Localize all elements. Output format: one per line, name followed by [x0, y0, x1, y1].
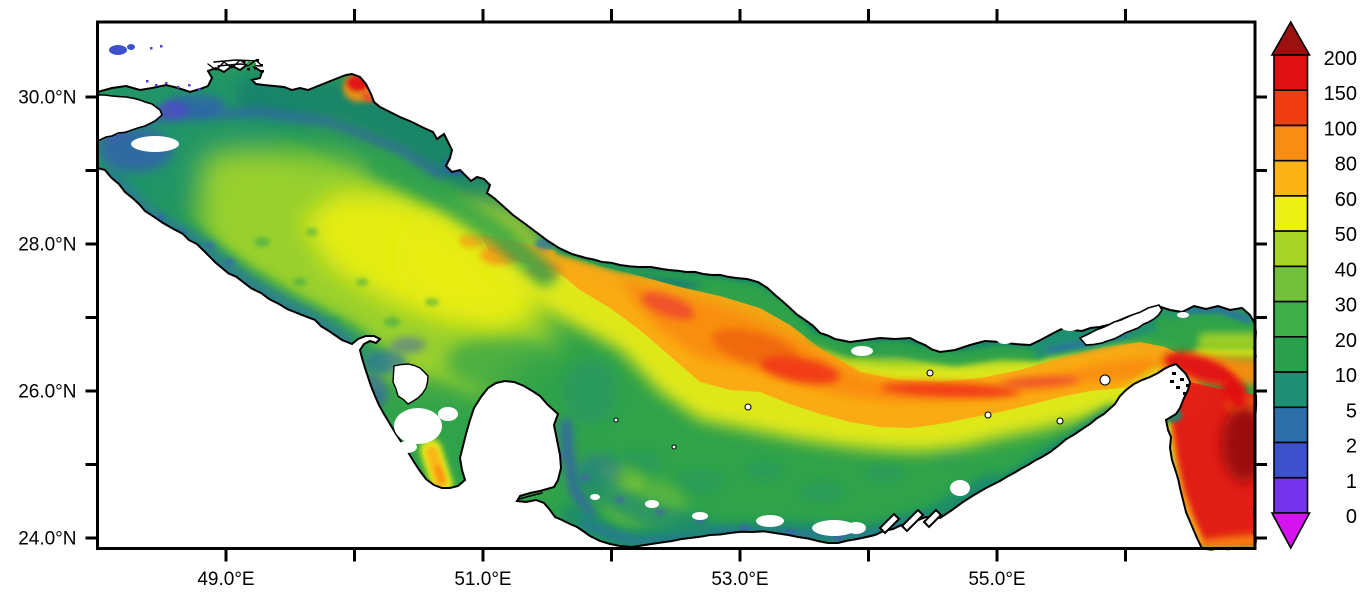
svg-text:28.0°N: 28.0°N — [18, 235, 76, 256]
svg-text:30: 30 — [1335, 295, 1357, 317]
svg-text:150: 150 — [1324, 83, 1357, 105]
svg-text:53.0°E: 53.0°E — [711, 569, 768, 590]
svg-text:24.0°N: 24.0°N — [18, 529, 76, 550]
svg-text:10: 10 — [1335, 365, 1357, 387]
svg-text:0: 0 — [1346, 506, 1357, 528]
svg-text:80: 80 — [1335, 154, 1357, 176]
svg-text:26.0°N: 26.0°N — [18, 382, 76, 403]
svg-text:49.0°E: 49.0°E — [197, 569, 254, 590]
svg-text:50: 50 — [1335, 224, 1357, 246]
svg-text:5: 5 — [1346, 400, 1357, 422]
svg-text:20: 20 — [1335, 330, 1357, 352]
svg-text:200: 200 — [1324, 48, 1357, 70]
svg-text:2: 2 — [1346, 436, 1357, 458]
svg-text:55.0°E: 55.0°E — [968, 569, 1025, 590]
svg-text:60: 60 — [1335, 189, 1357, 211]
svg-text:51.0°E: 51.0°E — [454, 569, 511, 590]
svg-text:30.0°N: 30.0°N — [18, 88, 76, 109]
svg-text:40: 40 — [1335, 259, 1357, 281]
svg-text:1: 1 — [1346, 471, 1357, 493]
svg-text:100: 100 — [1324, 119, 1357, 141]
